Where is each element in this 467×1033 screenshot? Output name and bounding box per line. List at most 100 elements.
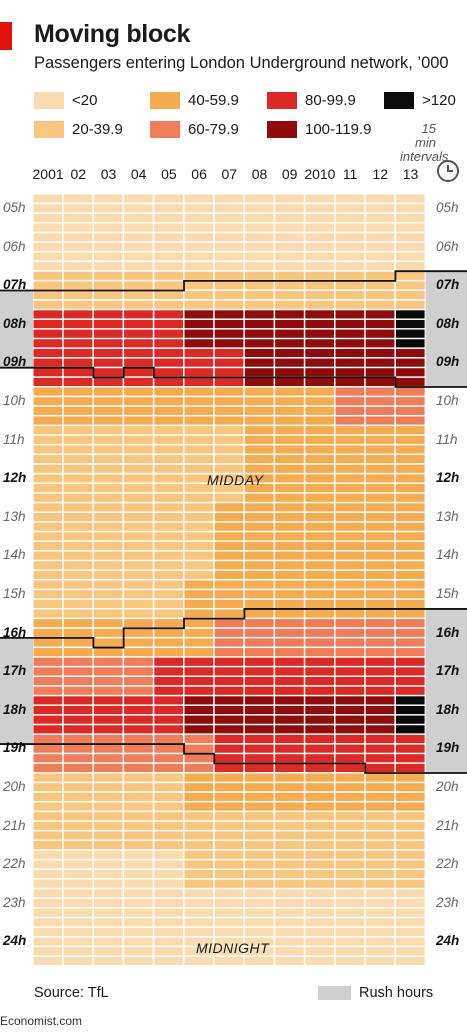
heatmap-cell: [275, 291, 304, 300]
heatmap-cell: [93, 783, 123, 792]
heatmap-cell: [154, 204, 183, 213]
heatmap-cell: [335, 696, 365, 705]
heatmap-cell: [244, 763, 274, 772]
heatmap-cell: [214, 956, 244, 965]
heatmap-cell: [184, 503, 214, 512]
legend-swatch: [384, 92, 414, 109]
heatmap-cell: [275, 242, 304, 251]
heatmap-cell: [33, 435, 63, 444]
heatmap-cell: [63, 860, 93, 869]
heatmap-cell: [124, 300, 153, 309]
heatmap-cell: [305, 348, 334, 358]
legend-item: 60-79.9: [150, 121, 239, 138]
heatmap-cell: [63, 551, 93, 560]
heatmap-cell: [33, 455, 63, 464]
heatmap-cell: [214, 638, 244, 647]
heatmap-cell: [365, 599, 395, 608]
heatmap-cell: [395, 358, 425, 367]
heatmap-cell: [244, 204, 274, 213]
heatmap-cell: [395, 223, 425, 232]
heatmap-cell: [63, 927, 93, 937]
heatmap-cell: [124, 213, 153, 222]
heatmap-cell: [244, 657, 274, 666]
heatmap-cell: [154, 541, 183, 551]
heatmap-cell: [395, 291, 425, 300]
heatmap-cell: [63, 262, 93, 271]
heatmap-cell: [275, 445, 304, 454]
heatmap-cell: [335, 879, 365, 888]
heatmap-cell: [275, 233, 304, 242]
heatmap-cell: [33, 271, 63, 280]
heatmap-cell: [275, 561, 304, 570]
heatmap-cell: [184, 889, 214, 898]
heatmap-cell: [33, 348, 63, 358]
heatmap-cell: [275, 551, 304, 560]
heatmap-cell: [33, 889, 63, 898]
heatmap-cell: [154, 783, 183, 792]
heatmap-cell: [33, 628, 63, 637]
heatmap-cell: [154, 329, 183, 338]
heatmap-cell: [365, 763, 395, 772]
heatmap-cell: [93, 898, 123, 908]
heatmap-cell: [214, 908, 244, 917]
heatmap-cell: [184, 609, 214, 618]
heatmap-cell: [124, 532, 153, 541]
heatmap-cell: [154, 927, 183, 937]
heatmap-cell: [124, 802, 153, 811]
heatmap-cell: [33, 879, 63, 888]
heatmap-cell: [335, 262, 365, 271]
heatmap-cell: [93, 213, 123, 222]
heatmap-cell: [365, 725, 395, 734]
heatmap-cell: [365, 455, 395, 464]
hour-label-right: 21h: [436, 817, 459, 833]
heatmap-cell: [33, 918, 63, 927]
heatmap-cell: [244, 860, 274, 869]
heatmap-cell: [124, 223, 153, 232]
heatmap-cell: [154, 947, 183, 956]
heatmap-cell: [305, 464, 334, 473]
heatmap-cell: [184, 532, 214, 541]
heatmap-cell: [305, 734, 334, 744]
heatmap-cell: [335, 445, 365, 454]
heatmap-cell: [93, 242, 123, 251]
heatmap-cell: [184, 223, 214, 232]
heatmap-cell: [275, 841, 304, 850]
heatmap-cell: [335, 773, 365, 782]
heatmap-cell: [184, 310, 214, 319]
heatmap-cell: [63, 908, 93, 917]
heatmap-cell: [335, 956, 365, 965]
heatmap-cell: [275, 464, 304, 473]
heatmap-cell: [63, 841, 93, 850]
heatmap-cell: [63, 368, 93, 377]
heatmap-cell: [184, 493, 214, 502]
heatmap-cell: [63, 377, 93, 386]
heatmap-cell: [305, 300, 334, 309]
heatmap-cell: [214, 242, 244, 251]
heatmap-cell: [124, 821, 153, 830]
heatmap-cell: [395, 677, 425, 686]
heatmap-cell: [63, 484, 93, 493]
heatmap-cell: [93, 416, 123, 425]
heatmap-cell: [33, 947, 63, 956]
heatmap-cell: [365, 329, 395, 338]
heatmap-cell: [244, 889, 274, 898]
heatmap-cell: [33, 802, 63, 811]
heatmap-cell: [395, 445, 425, 454]
heatmap-cell: [275, 570, 304, 579]
heatmap-cell: [124, 677, 153, 686]
heatmap-cell: [335, 484, 365, 493]
heatmap-cell: [124, 831, 153, 840]
heatmap-cell: [365, 734, 395, 744]
heatmap-cell: [365, 271, 395, 280]
heatmap-cell: [124, 918, 153, 927]
legend-label: 80-99.9: [305, 92, 356, 109]
heatmap-cell: [305, 667, 334, 676]
heatmap-cell: [275, 300, 304, 309]
heatmap-cell: [214, 831, 244, 840]
heatmap-cell: [335, 754, 365, 763]
heatmap-cell: [184, 387, 214, 396]
heatmap-cell: [63, 725, 93, 734]
heatmap-cell: [244, 667, 274, 676]
heatmap-cell: [395, 638, 425, 647]
heatmap-cell: [395, 503, 425, 512]
